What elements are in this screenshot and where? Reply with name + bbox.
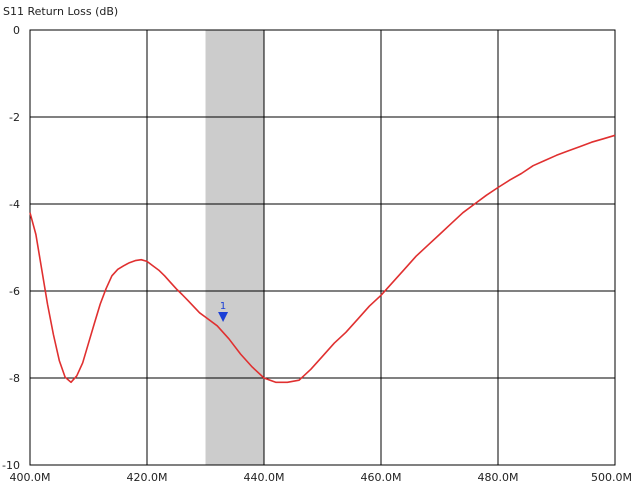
x-tick-label-0: 400.0M (10, 471, 51, 484)
plot-area (30, 30, 615, 465)
y-tick-label-3: -6 (9, 285, 20, 298)
chart-title: S11 Return Loss (dB) (3, 5, 118, 18)
y-tick-label-1: -2 (9, 111, 20, 124)
marker-0-triangle[interactable] (218, 311, 229, 322)
marker-0-label: 1 (220, 301, 226, 312)
x-tick-label-3: 460.0M (361, 471, 402, 484)
x-tick-label-5: 500.0M (591, 471, 632, 484)
y-tick-label-0: 0 (13, 24, 20, 37)
y-tick-label-2: -4 (9, 198, 20, 211)
x-tick-label-2: 440.0M (244, 471, 285, 484)
plot-border (29, 29, 616, 466)
y-tick-label-5: -10 (2, 459, 20, 472)
y-tick-label-4: -8 (9, 372, 20, 385)
series-line-0 (29, 134, 616, 384)
highlight-band (205, 30, 264, 465)
x-tick-label-4: 480.0M (478, 471, 519, 484)
x-tick-label-1: 420.0M (127, 471, 168, 484)
